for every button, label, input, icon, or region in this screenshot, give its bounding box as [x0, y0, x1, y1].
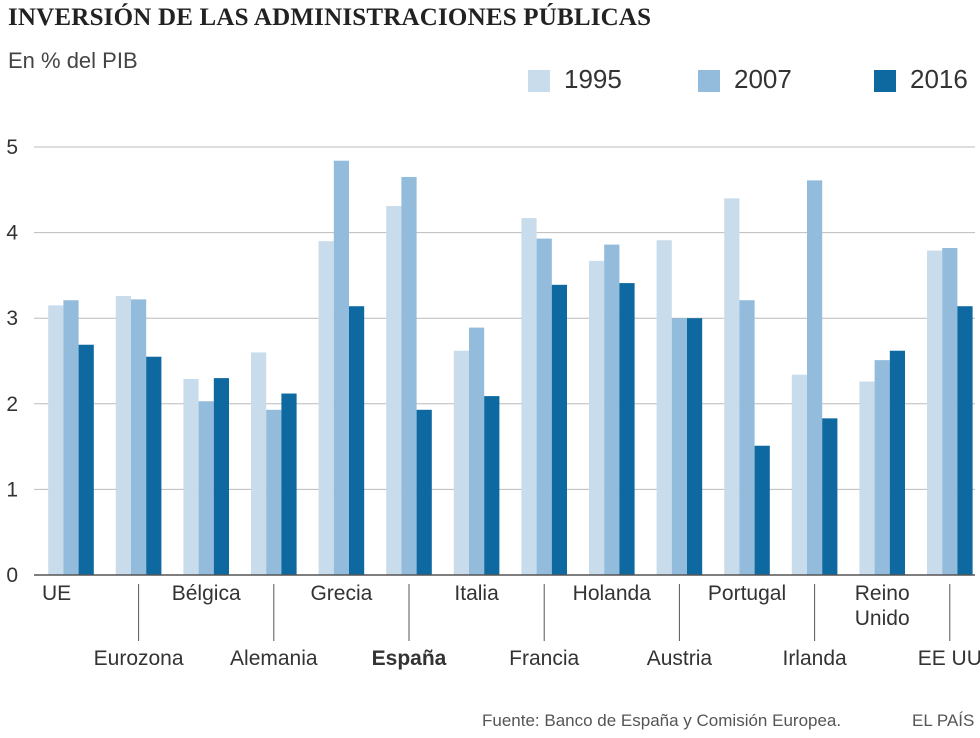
category-label-italia: Italia: [454, 582, 499, 605]
bar-bélgica-2007: [198, 401, 214, 575]
bar-reino-unido-2007: [874, 360, 890, 575]
bar-francia-2007: [536, 238, 552, 576]
bar-holanda-2016: [619, 283, 635, 575]
bar-austria-1995: [656, 240, 672, 575]
bar-ue-1995: [48, 305, 64, 575]
bar-alemania-2016: [281, 393, 297, 575]
category-label-españa: España: [372, 647, 447, 670]
bar-irlanda-2016: [822, 418, 838, 575]
bar-españa-1995: [386, 206, 402, 575]
bar-reino-unido-2016: [889, 350, 905, 575]
bar-eurozona-2007: [131, 299, 147, 575]
bar-grecia-2016: [349, 306, 365, 575]
bar-holanda-1995: [589, 260, 605, 575]
chart-subtitle: En % del PIB: [8, 48, 138, 73]
legend-swatch-1995: [528, 70, 550, 92]
bar-italia-2007: [469, 327, 485, 575]
bar-ue-2007: [63, 300, 79, 575]
bar-ee-uu-2016: [957, 306, 973, 575]
bar-grecia-2007: [333, 160, 349, 576]
bar-chart-plot: 0 1 2 3 4 5 UE Eurozona Bélgica Alemania Grecia Esp…: [6, 136, 980, 670]
bar-ee-uu-1995: [927, 250, 943, 576]
bar-irlanda-2007: [807, 180, 823, 575]
bar-francia-2016: [551, 284, 567, 575]
y-tick-label-4: 4: [6, 222, 18, 245]
legend-swatch-2007: [698, 70, 720, 92]
y-tick-label-0: 0: [6, 564, 18, 587]
category-label-reino-unido: Reino Unido: [855, 582, 910, 630]
category-label-bélgica: Bélgica: [172, 582, 241, 605]
brand-label: EL PAÍS: [912, 711, 975, 730]
y-tick-label-2: 2: [6, 393, 18, 416]
category-label-eurozona: Eurozona: [94, 647, 184, 670]
category-label-holanda: Holanda: [573, 582, 652, 605]
category-label-grecia: Grecia: [310, 582, 372, 605]
bar-holanda-2007: [604, 244, 620, 576]
bar-bélgica-2016: [213, 378, 229, 575]
y-tick-label-5: 5: [6, 136, 18, 159]
bar-italia-2016: [484, 396, 500, 575]
bar-grecia-1995: [318, 241, 334, 575]
y-tick-label-3: 3: [6, 307, 18, 330]
legend-label-2007: 2007: [734, 64, 792, 94]
bar-irlanda-1995: [791, 374, 807, 575]
category-label-irlanda: Irlanda: [782, 647, 847, 670]
category-label-portugal: Portugal: [708, 582, 786, 605]
category-label-francia: Francia: [509, 647, 579, 670]
category-label-alemania: Alemania: [230, 647, 318, 670]
bar-alemania-1995: [251, 352, 267, 575]
legend-label-1995: 1995: [564, 64, 622, 94]
category-label-ue: UE: [42, 582, 71, 605]
bar-reino-unido-1995: [859, 381, 875, 575]
bar-españa-2016: [416, 409, 432, 575]
y-tick-label-1: 1: [6, 478, 18, 501]
bar-bélgica-1995: [183, 378, 199, 575]
bar-españa-2007: [401, 176, 417, 575]
bar-ee-uu-2007: [942, 248, 958, 575]
legend-swatch-2016: [874, 70, 896, 92]
legend-label-2016: 2016: [910, 64, 968, 94]
bar-alemania-2007: [266, 409, 282, 575]
bar-italia-1995: [453, 350, 469, 575]
bar-francia-1995: [521, 218, 537, 575]
bar-austria-2016: [687, 318, 703, 575]
chart-title: INVERSIÓN DE LAS ADMINISTRACIONES PÚBLIC…: [8, 4, 652, 31]
category-label-ee-uu: EE UU: [918, 647, 980, 670]
bar-austria-2007: [671, 318, 687, 575]
bar-portugal-2016: [754, 445, 770, 575]
bar-portugal-1995: [724, 198, 740, 576]
bar-eurozona-1995: [115, 295, 131, 575]
bar-ue-2016: [78, 344, 94, 575]
bar-portugal-2007: [739, 300, 755, 575]
source-note: Fuente: Banco de España y Comisión Europ…: [482, 711, 842, 730]
category-label-austria: Austria: [647, 647, 713, 670]
bar-eurozona-2016: [146, 356, 162, 575]
